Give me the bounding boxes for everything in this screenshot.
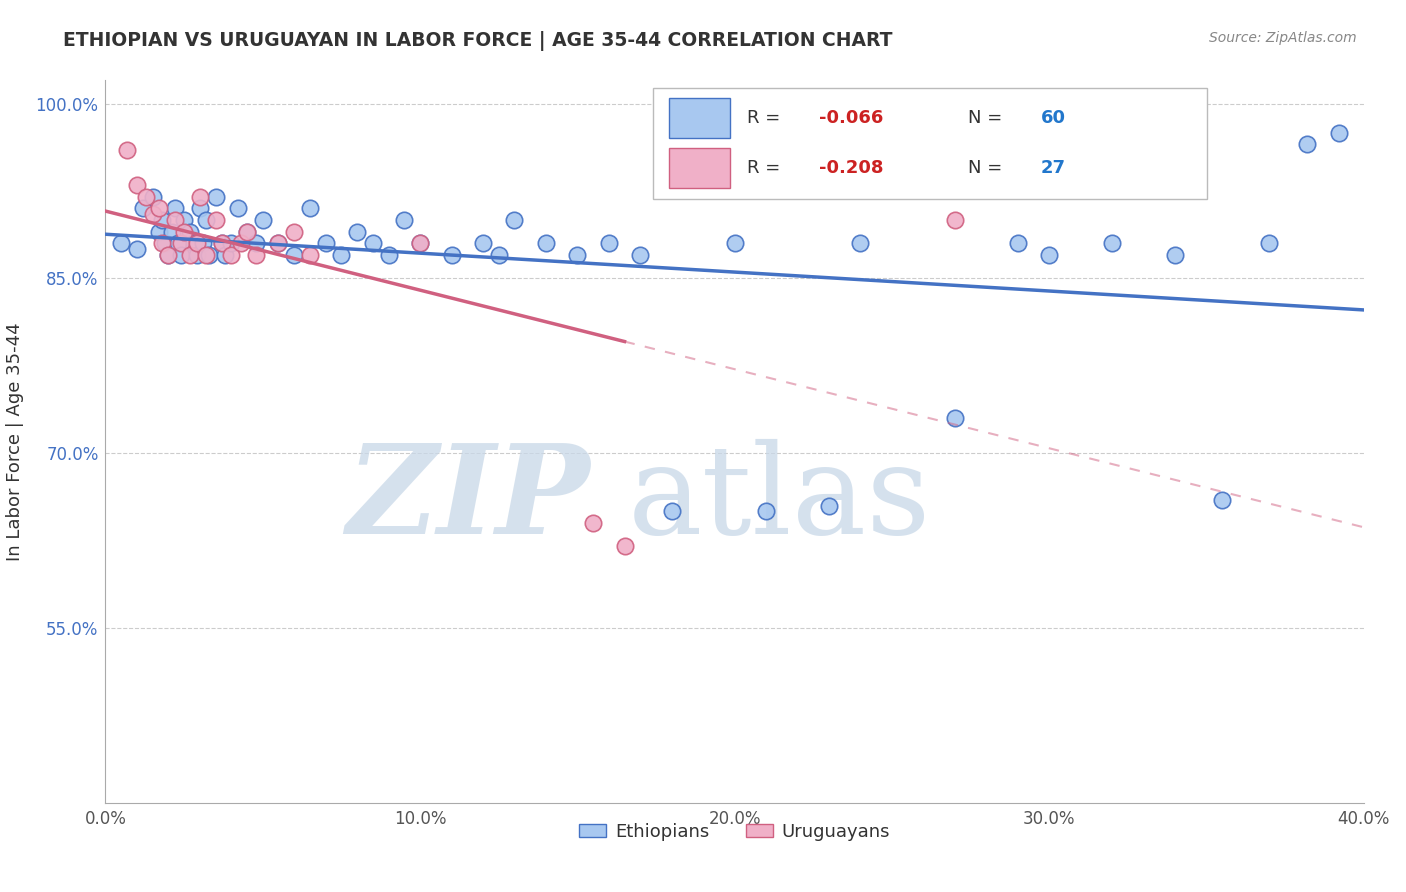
Point xyxy=(849,236,872,251)
Point xyxy=(226,202,249,216)
Point xyxy=(125,178,148,193)
Point xyxy=(198,248,221,262)
Point xyxy=(818,499,841,513)
Point xyxy=(613,540,636,554)
Point xyxy=(1296,137,1319,152)
Point xyxy=(188,202,211,216)
Point xyxy=(1007,236,1029,251)
Point xyxy=(211,236,233,251)
Point xyxy=(204,190,226,204)
Point xyxy=(267,236,290,251)
Point xyxy=(125,242,148,256)
Point xyxy=(245,248,267,262)
Point xyxy=(163,202,186,216)
Point xyxy=(160,225,183,239)
Point xyxy=(267,236,290,251)
Point xyxy=(755,504,778,518)
Text: atlas: atlas xyxy=(627,439,931,560)
Point xyxy=(315,236,337,251)
Point xyxy=(330,248,353,262)
Point xyxy=(471,236,495,251)
Point xyxy=(723,236,745,251)
Point xyxy=(346,225,368,239)
Point xyxy=(1327,126,1350,140)
Point xyxy=(283,248,305,262)
Point xyxy=(283,225,305,239)
Point xyxy=(148,225,170,239)
Point xyxy=(117,143,139,157)
Point xyxy=(488,248,510,262)
Point xyxy=(211,236,233,251)
Point xyxy=(219,236,242,251)
Point xyxy=(195,248,218,262)
Point xyxy=(409,236,432,251)
Point xyxy=(191,236,214,251)
Point xyxy=(170,236,193,251)
Point xyxy=(377,248,399,262)
Point xyxy=(1258,236,1281,251)
Point xyxy=(219,248,242,262)
Point xyxy=(173,213,195,227)
Legend: Ethiopians, Uruguayans: Ethiopians, Uruguayans xyxy=(572,815,897,848)
Point xyxy=(236,225,259,239)
Point xyxy=(1038,248,1060,262)
Point xyxy=(1164,248,1187,262)
Point xyxy=(361,236,384,251)
Point xyxy=(943,411,966,425)
Point xyxy=(110,236,132,251)
Point xyxy=(214,248,236,262)
Point xyxy=(1101,236,1123,251)
Point xyxy=(195,213,218,227)
Point xyxy=(186,236,208,251)
Point xyxy=(142,207,165,221)
Point xyxy=(155,236,177,251)
Point xyxy=(298,202,321,216)
Point xyxy=(628,248,651,262)
Point xyxy=(1211,492,1233,507)
Point xyxy=(179,225,201,239)
Text: ETHIOPIAN VS URUGUAYAN IN LABOR FORCE | AGE 35-44 CORRELATION CHART: ETHIOPIAN VS URUGUAYAN IN LABOR FORCE | … xyxy=(63,31,893,51)
Point xyxy=(943,213,966,227)
Y-axis label: In Labor Force | Age 35-44: In Labor Force | Age 35-44 xyxy=(7,322,24,561)
Point xyxy=(409,236,432,251)
Text: ZIP: ZIP xyxy=(346,439,591,560)
Point xyxy=(188,190,211,204)
Point xyxy=(661,504,683,518)
Point xyxy=(503,213,526,227)
Point xyxy=(183,236,205,251)
Point xyxy=(582,516,605,530)
Point xyxy=(150,213,173,227)
Point xyxy=(229,236,252,251)
Point xyxy=(567,248,589,262)
Point xyxy=(252,213,274,227)
Point xyxy=(148,202,170,216)
Point xyxy=(179,248,201,262)
Point xyxy=(598,236,620,251)
Point xyxy=(170,248,193,262)
Point xyxy=(163,213,186,227)
Point xyxy=(132,202,155,216)
Point xyxy=(135,190,157,204)
Point xyxy=(166,236,188,251)
Point xyxy=(394,213,416,227)
Point xyxy=(204,213,226,227)
Point xyxy=(157,248,180,262)
Point xyxy=(440,248,463,262)
Point xyxy=(236,225,259,239)
Point xyxy=(186,248,208,262)
Point xyxy=(245,236,267,251)
Point xyxy=(150,236,173,251)
Point xyxy=(173,225,195,239)
Text: Source: ZipAtlas.com: Source: ZipAtlas.com xyxy=(1209,31,1357,45)
Point xyxy=(298,248,321,262)
Point xyxy=(157,248,180,262)
Point xyxy=(534,236,557,251)
Point xyxy=(142,190,165,204)
